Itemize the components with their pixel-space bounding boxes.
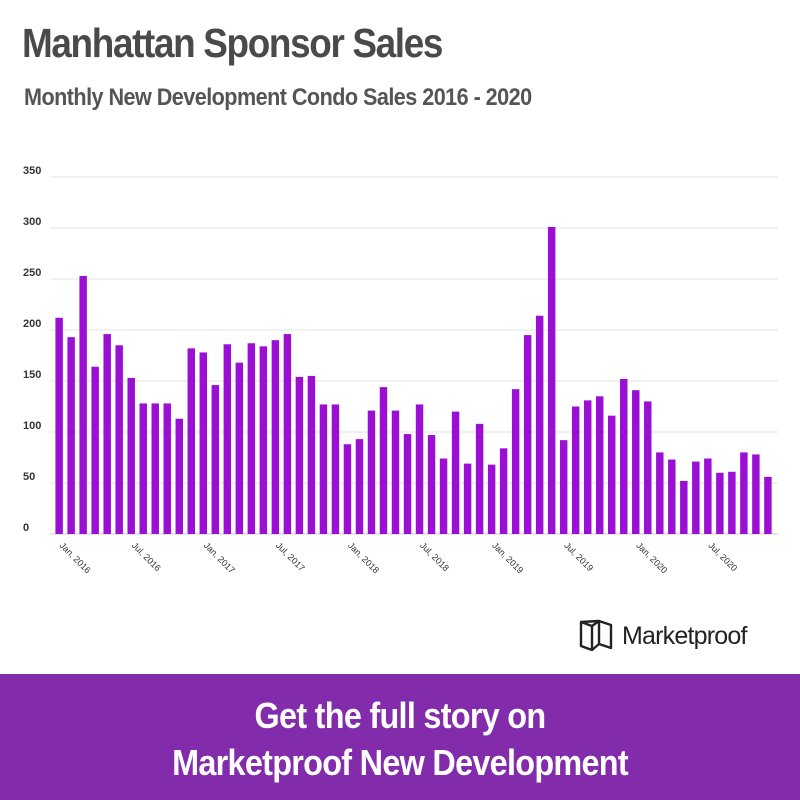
bar [79, 275, 87, 534]
bar [283, 334, 292, 534]
y-tick-label: 150 [23, 369, 41, 381]
bar [523, 335, 532, 534]
bar [752, 454, 760, 534]
bar [379, 387, 388, 534]
x-tick-label: Jan, 2020 [634, 540, 669, 575]
bar [175, 418, 183, 534]
bar [271, 340, 280, 534]
bar [163, 403, 171, 534]
x-tick-label: Jan, 2018 [346, 540, 381, 575]
bar [103, 334, 111, 534]
marketproof-logo[interactable]: Marketproof [578, 618, 747, 654]
bar [187, 348, 195, 534]
bar [331, 404, 340, 534]
bar [487, 464, 496, 534]
bar [367, 410, 376, 534]
bar [704, 458, 712, 534]
y-tick-label: 300 [23, 216, 41, 228]
bar [451, 411, 460, 534]
bar [764, 476, 772, 534]
x-tick-label: Jul, 2017 [274, 540, 307, 573]
bar [127, 377, 135, 534]
bar [343, 444, 352, 534]
bar [355, 439, 364, 534]
y-tick-label: 50 [23, 471, 35, 483]
bar [656, 452, 664, 534]
bar [403, 434, 412, 534]
bar [139, 403, 147, 534]
bar [632, 390, 640, 534]
bar [716, 472, 724, 534]
cta-line-2: Marketproof New Development [172, 742, 629, 783]
bar [211, 385, 220, 534]
bar [559, 440, 568, 534]
bar [235, 362, 244, 534]
chart-subtitle: Monthly New Development Condo Sales 2016… [24, 84, 532, 111]
marketproof-logo-text: Marketproof [622, 621, 747, 650]
bar [463, 463, 472, 534]
bar [55, 317, 63, 534]
cta-banner[interactable]: Get the full story on Marketproof New De… [0, 674, 800, 800]
y-tick-label: 0 [23, 522, 29, 534]
bar [475, 423, 484, 534]
y-tick-label: 200 [23, 318, 41, 330]
y-tick-label: 250 [23, 267, 41, 279]
bar [259, 346, 268, 534]
bar [427, 435, 436, 534]
bar [596, 396, 604, 534]
bar [439, 458, 448, 534]
bar [415, 404, 424, 534]
bar [91, 366, 99, 534]
bar [644, 401, 652, 534]
bar [680, 480, 688, 534]
bar [499, 448, 508, 534]
y-tick-label: 350 [23, 165, 41, 177]
x-tick-label: Jan, 2016 [58, 540, 93, 575]
y-tick-label: 100 [23, 420, 41, 432]
bar [319, 404, 328, 534]
bar [67, 337, 75, 534]
bar [583, 400, 592, 534]
bar [728, 471, 736, 534]
bar [307, 375, 316, 534]
bar [740, 452, 748, 534]
bar [115, 345, 123, 534]
bar [511, 389, 520, 534]
bar [620, 378, 628, 534]
x-tick-label: Jan, 2017 [202, 540, 237, 575]
marketproof-logo-icon [578, 617, 616, 656]
bar [571, 406, 580, 534]
bar [608, 415, 616, 534]
bar [247, 343, 256, 534]
chart-title: Manhattan Sponsor Sales [22, 20, 443, 66]
bar [223, 344, 232, 534]
bar [692, 461, 700, 534]
x-tick-label: Jan, 2019 [490, 540, 525, 575]
bar [535, 315, 544, 534]
x-tick-label: Jul, 2020 [706, 540, 739, 573]
cta-line-1: Get the full story on [254, 695, 547, 736]
bar [151, 403, 159, 534]
bar [391, 410, 400, 534]
x-tick-label: Jul, 2018 [418, 540, 451, 573]
x-tick-label: Jul, 2019 [562, 540, 595, 573]
bar-chart: 0 50 100 150 200 250 300 350 Jan, 2016 Jul, 2016 J… [23, 165, 778, 575]
x-tick-label: Jul, 2016 [130, 540, 163, 573]
bar [547, 226, 556, 534]
bar [199, 352, 208, 534]
bar [668, 459, 676, 534]
bar [295, 376, 304, 534]
